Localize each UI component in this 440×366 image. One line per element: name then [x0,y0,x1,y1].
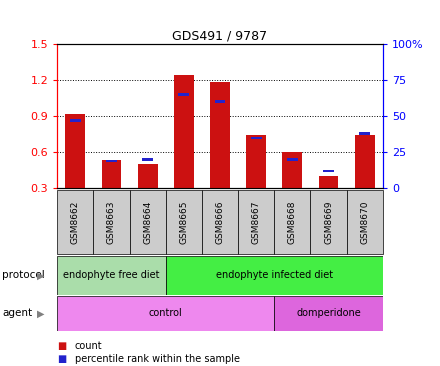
Text: domperidone: domperidone [296,309,361,318]
Bar [210,82,230,188]
Text: GSM8667: GSM8667 [252,201,260,244]
Bar [282,152,302,188]
Text: GSM8664: GSM8664 [143,201,152,244]
FancyBboxPatch shape [93,190,129,254]
Text: control: control [149,309,183,318]
Bar [106,160,117,163]
Text: ▶: ▶ [37,309,45,318]
FancyBboxPatch shape [57,296,274,331]
Text: GSM8670: GSM8670 [360,201,369,244]
Bar [251,137,262,139]
Text: endophyte free diet: endophyte free diet [63,270,160,280]
Text: ■: ■ [57,354,66,365]
Text: GSM8668: GSM8668 [288,201,297,244]
FancyBboxPatch shape [166,190,202,254]
FancyBboxPatch shape [238,190,274,254]
FancyBboxPatch shape [166,256,383,295]
Bar [215,100,225,103]
Text: percentile rank within the sample: percentile rank within the sample [75,354,240,365]
Text: GSM8663: GSM8663 [107,201,116,244]
Bar [287,158,298,161]
Bar [102,160,121,188]
Text: endophyte infected diet: endophyte infected diet [216,270,333,280]
Bar [138,164,158,188]
Text: protocol: protocol [2,270,45,280]
Text: ■: ■ [57,341,66,351]
FancyBboxPatch shape [311,190,347,254]
Bar [142,158,153,161]
Text: count: count [75,341,103,351]
FancyBboxPatch shape [347,190,383,254]
Bar [319,176,338,188]
Bar [323,170,334,172]
Text: GSM8665: GSM8665 [180,201,188,244]
FancyBboxPatch shape [57,256,166,295]
FancyBboxPatch shape [57,190,93,254]
Text: GSM8662: GSM8662 [71,201,80,244]
Text: GSM8669: GSM8669 [324,201,333,244]
Bar [174,75,194,188]
FancyBboxPatch shape [274,296,383,331]
Bar [355,135,375,188]
Bar [70,119,81,122]
Bar [178,93,189,96]
Bar [359,132,370,135]
Bar [246,135,266,188]
Text: ▶: ▶ [37,270,45,280]
Title: GDS491 / 9787: GDS491 / 9787 [172,30,268,43]
Text: agent: agent [2,309,32,318]
FancyBboxPatch shape [202,190,238,254]
FancyBboxPatch shape [274,190,311,254]
Bar [66,114,85,188]
FancyBboxPatch shape [129,190,166,254]
Text: GSM8666: GSM8666 [216,201,224,244]
